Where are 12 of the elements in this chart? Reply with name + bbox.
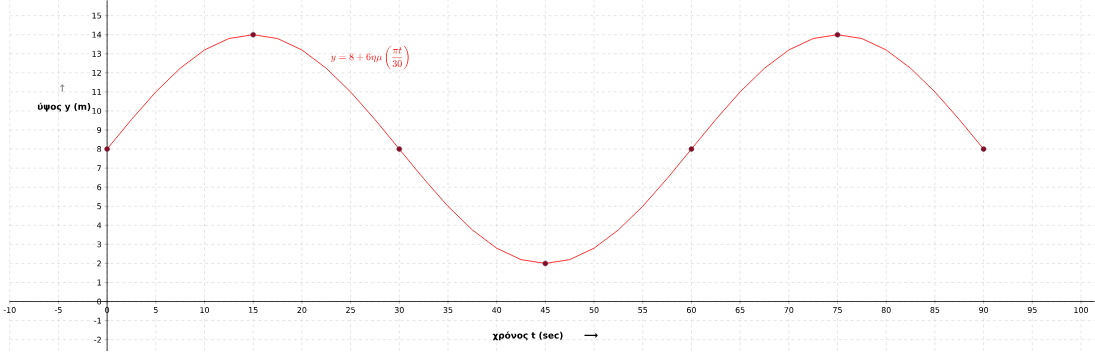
annotation: ↑: [60, 84, 65, 92]
annotation: $y = 8 + 6\eta\mu\left(\frac{\pi t}{30}\right)$: [331, 45, 409, 70]
y-axis-title: ύψος y (m): [37, 102, 91, 112]
point: [834, 32, 841, 38]
point: [250, 32, 256, 38]
annotation: ⟶: [584, 333, 598, 338]
point: [396, 146, 403, 153]
point: [542, 260, 549, 267]
point: [980, 146, 987, 153]
point: [104, 146, 110, 153]
point: [688, 146, 695, 153]
x-axis-title: χρόνος t (sec): [492, 331, 563, 341]
